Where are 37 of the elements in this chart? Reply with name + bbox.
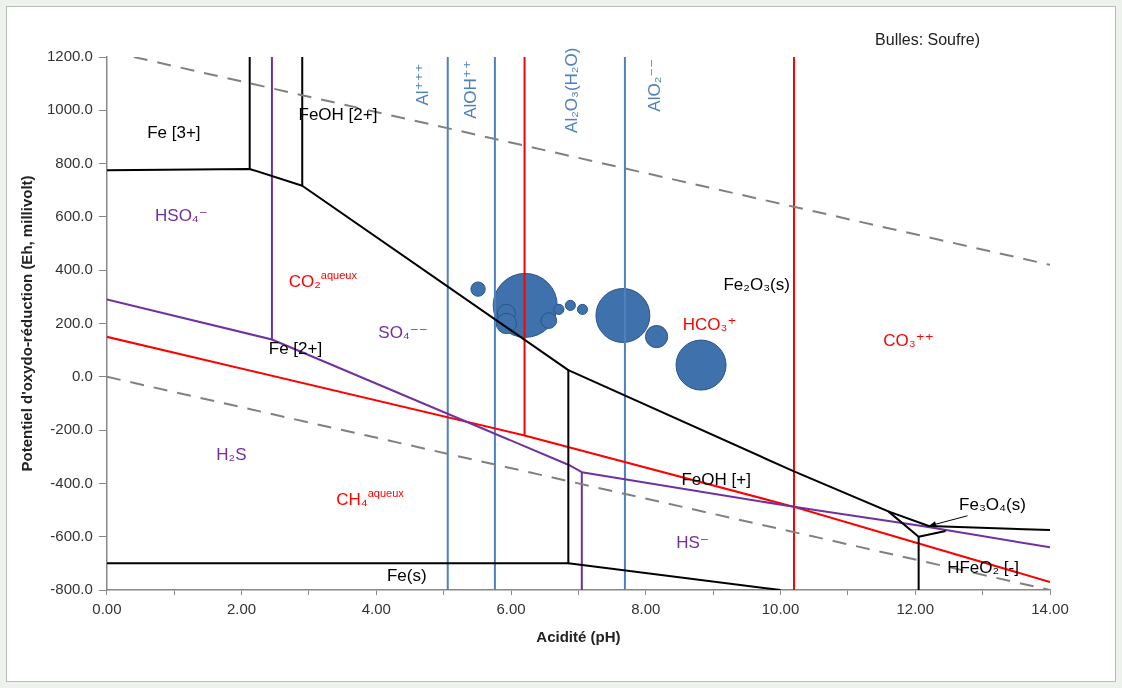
annotation: Al⁺⁺⁺ (413, 63, 433, 106)
y-tick-label: 200.0 (55, 313, 93, 331)
y-tick-label: -200.0 (50, 420, 93, 438)
annotation: Fe₂O₃(s) (723, 274, 790, 294)
y-tick-label: 600.0 (55, 207, 93, 225)
x-tick-label: 2.00 (227, 600, 257, 618)
y-tick-label: 800.0 (55, 153, 93, 171)
y-tick-label: 0.0 (72, 366, 93, 384)
chart-title: Bulles: Soufre) (875, 31, 980, 49)
annotation: Fe(s) (386, 566, 427, 586)
annotation: H₂S (216, 444, 247, 464)
x-tick-label: 10.00 (761, 600, 800, 618)
annotation: CO₃⁺⁺ (883, 330, 934, 350)
y-axis-title: Potentiel d'oxydo-réduction (Eh, millivolt) (18, 175, 36, 472)
x-tick-label: 14.00 (1031, 600, 1069, 618)
annotation: HS⁻ (676, 533, 709, 553)
annotation: Fe [2+] (268, 338, 323, 358)
annotation: Fe₃O₄(s) (959, 495, 1026, 515)
y-tick-label: 400.0 (55, 260, 93, 278)
x-tick-label: 4.00 (361, 600, 391, 618)
x-tick-label: 8.00 (631, 600, 661, 618)
y-tick-label: 1000.0 (46, 100, 93, 118)
annotation: AlOH⁺⁺ (460, 60, 480, 119)
y-tick-label: -600.0 (50, 526, 93, 544)
y-tick-label: -400.0 (50, 473, 93, 491)
x-tick-label: 12.00 (896, 600, 935, 618)
x-axis-title: Acidité (pH) (536, 628, 621, 646)
annotation: Fe [3+] (147, 122, 201, 142)
annotation: HSO₄⁻ (155, 205, 208, 225)
annotation: Al₂O₃(H₂O) (561, 47, 581, 133)
annotation: AlO₂⁻⁻ (644, 58, 664, 112)
annotation: SO₄⁻⁻ (378, 323, 428, 343)
x-tick-label: 0.00 (92, 600, 122, 618)
y-tick-label: -800.0 (50, 580, 93, 598)
annotation: HCO₃⁺ (682, 315, 737, 335)
y-tick-label: 1200.0 (46, 47, 93, 65)
x-tick-label: 6.00 (496, 600, 526, 618)
